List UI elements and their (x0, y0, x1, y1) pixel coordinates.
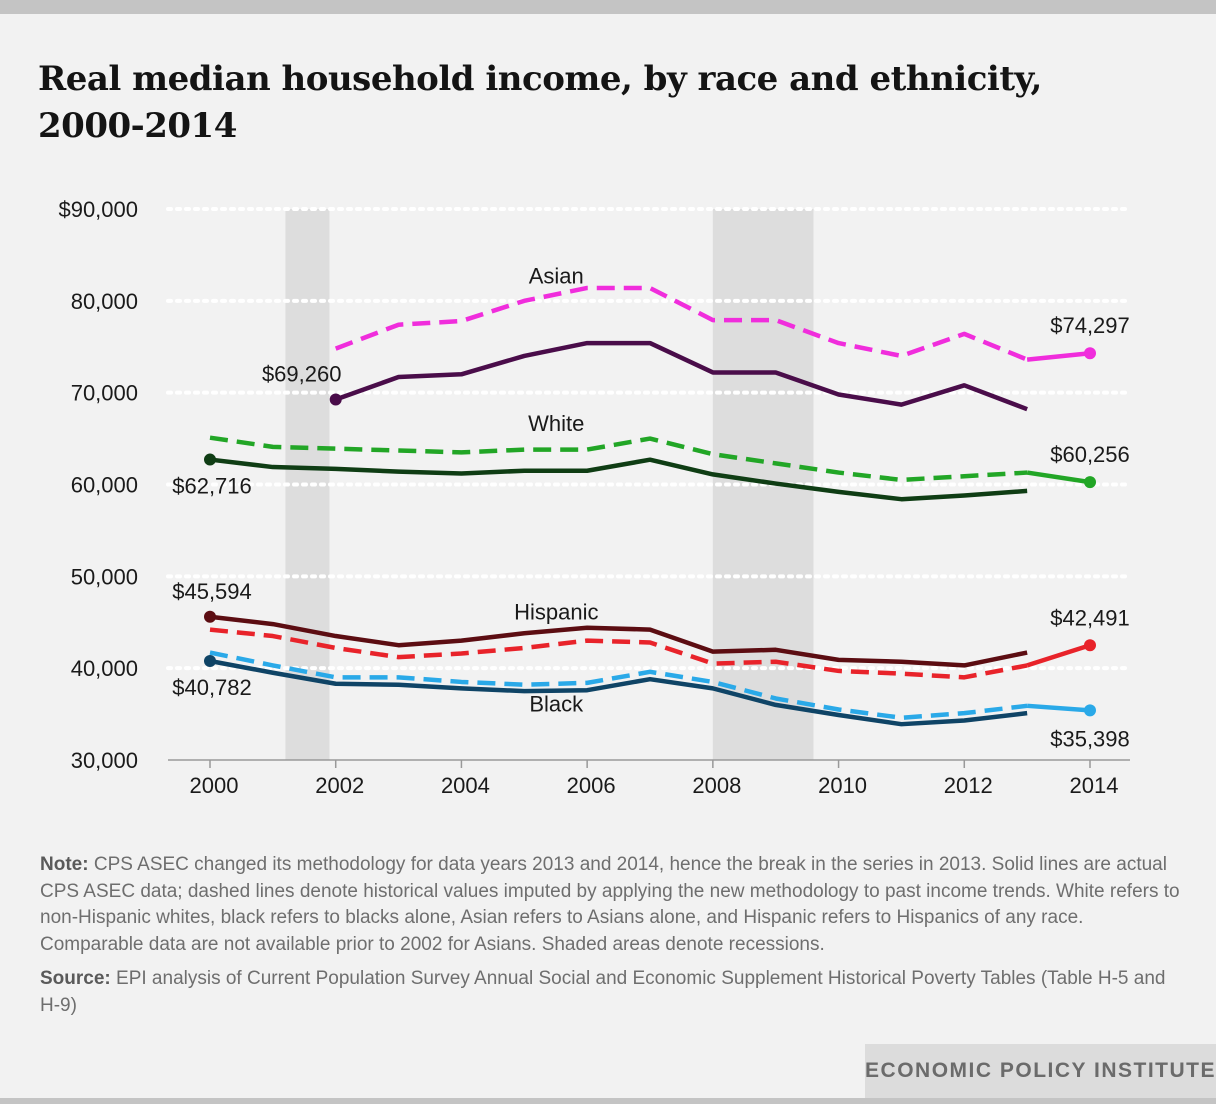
source-text: EPI analysis of Current Population Surve… (40, 968, 1166, 1016)
axes: $90,000 80,000 70,000 60,000 50,000 40,000 30,… (58, 197, 1130, 798)
series-line (1026, 643, 1091, 668)
x-tick-label: 2002 (315, 773, 364, 798)
top-border (0, 0, 1216, 14)
series-label: Hispanic (514, 599, 598, 624)
series-line (209, 627, 1028, 680)
data-point (329, 393, 342, 406)
note-paragraph: Note: CPS ASEC changed its methodology f… (40, 852, 1180, 958)
notes-block: Note: CPS ASEC changed its methodology f… (40, 852, 1180, 1027)
series-line (334, 340, 1028, 412)
note-text: CPS ASEC changed its methodology for dat… (40, 854, 1180, 955)
brand-footer: ECONOMIC POLICY INSTITUTE (865, 1044, 1216, 1098)
y-tick-label: $90,000 (58, 197, 138, 222)
data-point (204, 610, 216, 623)
series-line (209, 658, 1028, 727)
bottom-border (0, 1098, 1216, 1104)
series-line (209, 435, 1028, 483)
source-paragraph: Source: EPI analysis of Current Populati… (40, 966, 1180, 1019)
data-label: $62,716 (172, 474, 252, 499)
series-label: White (528, 411, 584, 436)
data-label: $42,491 (1050, 605, 1130, 630)
series-line (209, 457, 1028, 502)
y-tick-label: 40,000 (71, 656, 138, 681)
data-label: $40,782 (172, 675, 252, 700)
series-line (209, 614, 1028, 668)
series-line (334, 285, 1028, 362)
chart-labels: $69,260 $74,297 $62,716 $60,256 $45,594 $42,4… (172, 263, 1130, 751)
x-tick-label: 2004 (441, 773, 490, 798)
x-tick-label: 2000 (190, 773, 239, 798)
note-label: Note: (40, 854, 89, 875)
data-point (204, 654, 216, 667)
data-point (1084, 347, 1096, 360)
chart-title: Real median household income, by race an… (38, 59, 1042, 146)
series-lines (209, 285, 1091, 727)
line-chart: $90,000 80,000 70,000 60,000 50,000 40,000 30,… (58, 197, 1132, 798)
y-tick-label: 30,000 (71, 748, 138, 773)
data-point (1084, 476, 1096, 489)
series-line (1026, 350, 1091, 362)
data-label: $35,398 (1050, 726, 1130, 751)
x-tick-label: 2014 (1070, 773, 1119, 798)
y-tick-label: 50,000 (71, 564, 138, 589)
source-label: Source: (40, 968, 111, 989)
series-label: Black (529, 691, 584, 716)
data-point (1084, 704, 1096, 717)
x-tick-label: 2012 (944, 773, 993, 798)
data-label: $74,297 (1050, 313, 1130, 338)
data-label: $60,256 (1050, 442, 1130, 467)
x-tick-label: 2006 (567, 773, 616, 798)
x-tick-label: 2010 (818, 773, 867, 798)
series-line (209, 650, 1028, 721)
data-label: $45,594 (172, 579, 252, 604)
y-tick-label: 70,000 (71, 381, 138, 406)
data-point (1084, 639, 1096, 652)
x-tick-label: 2008 (692, 773, 741, 798)
y-tick-label: 80,000 (71, 289, 138, 314)
series-line (1026, 703, 1091, 713)
y-tick-label: 60,000 (71, 473, 138, 498)
series-line (1026, 470, 1091, 485)
gridlines (166, 207, 1132, 671)
data-point (204, 453, 216, 466)
data-label: $69,260 (262, 361, 342, 386)
series-label: Asian (529, 263, 584, 288)
